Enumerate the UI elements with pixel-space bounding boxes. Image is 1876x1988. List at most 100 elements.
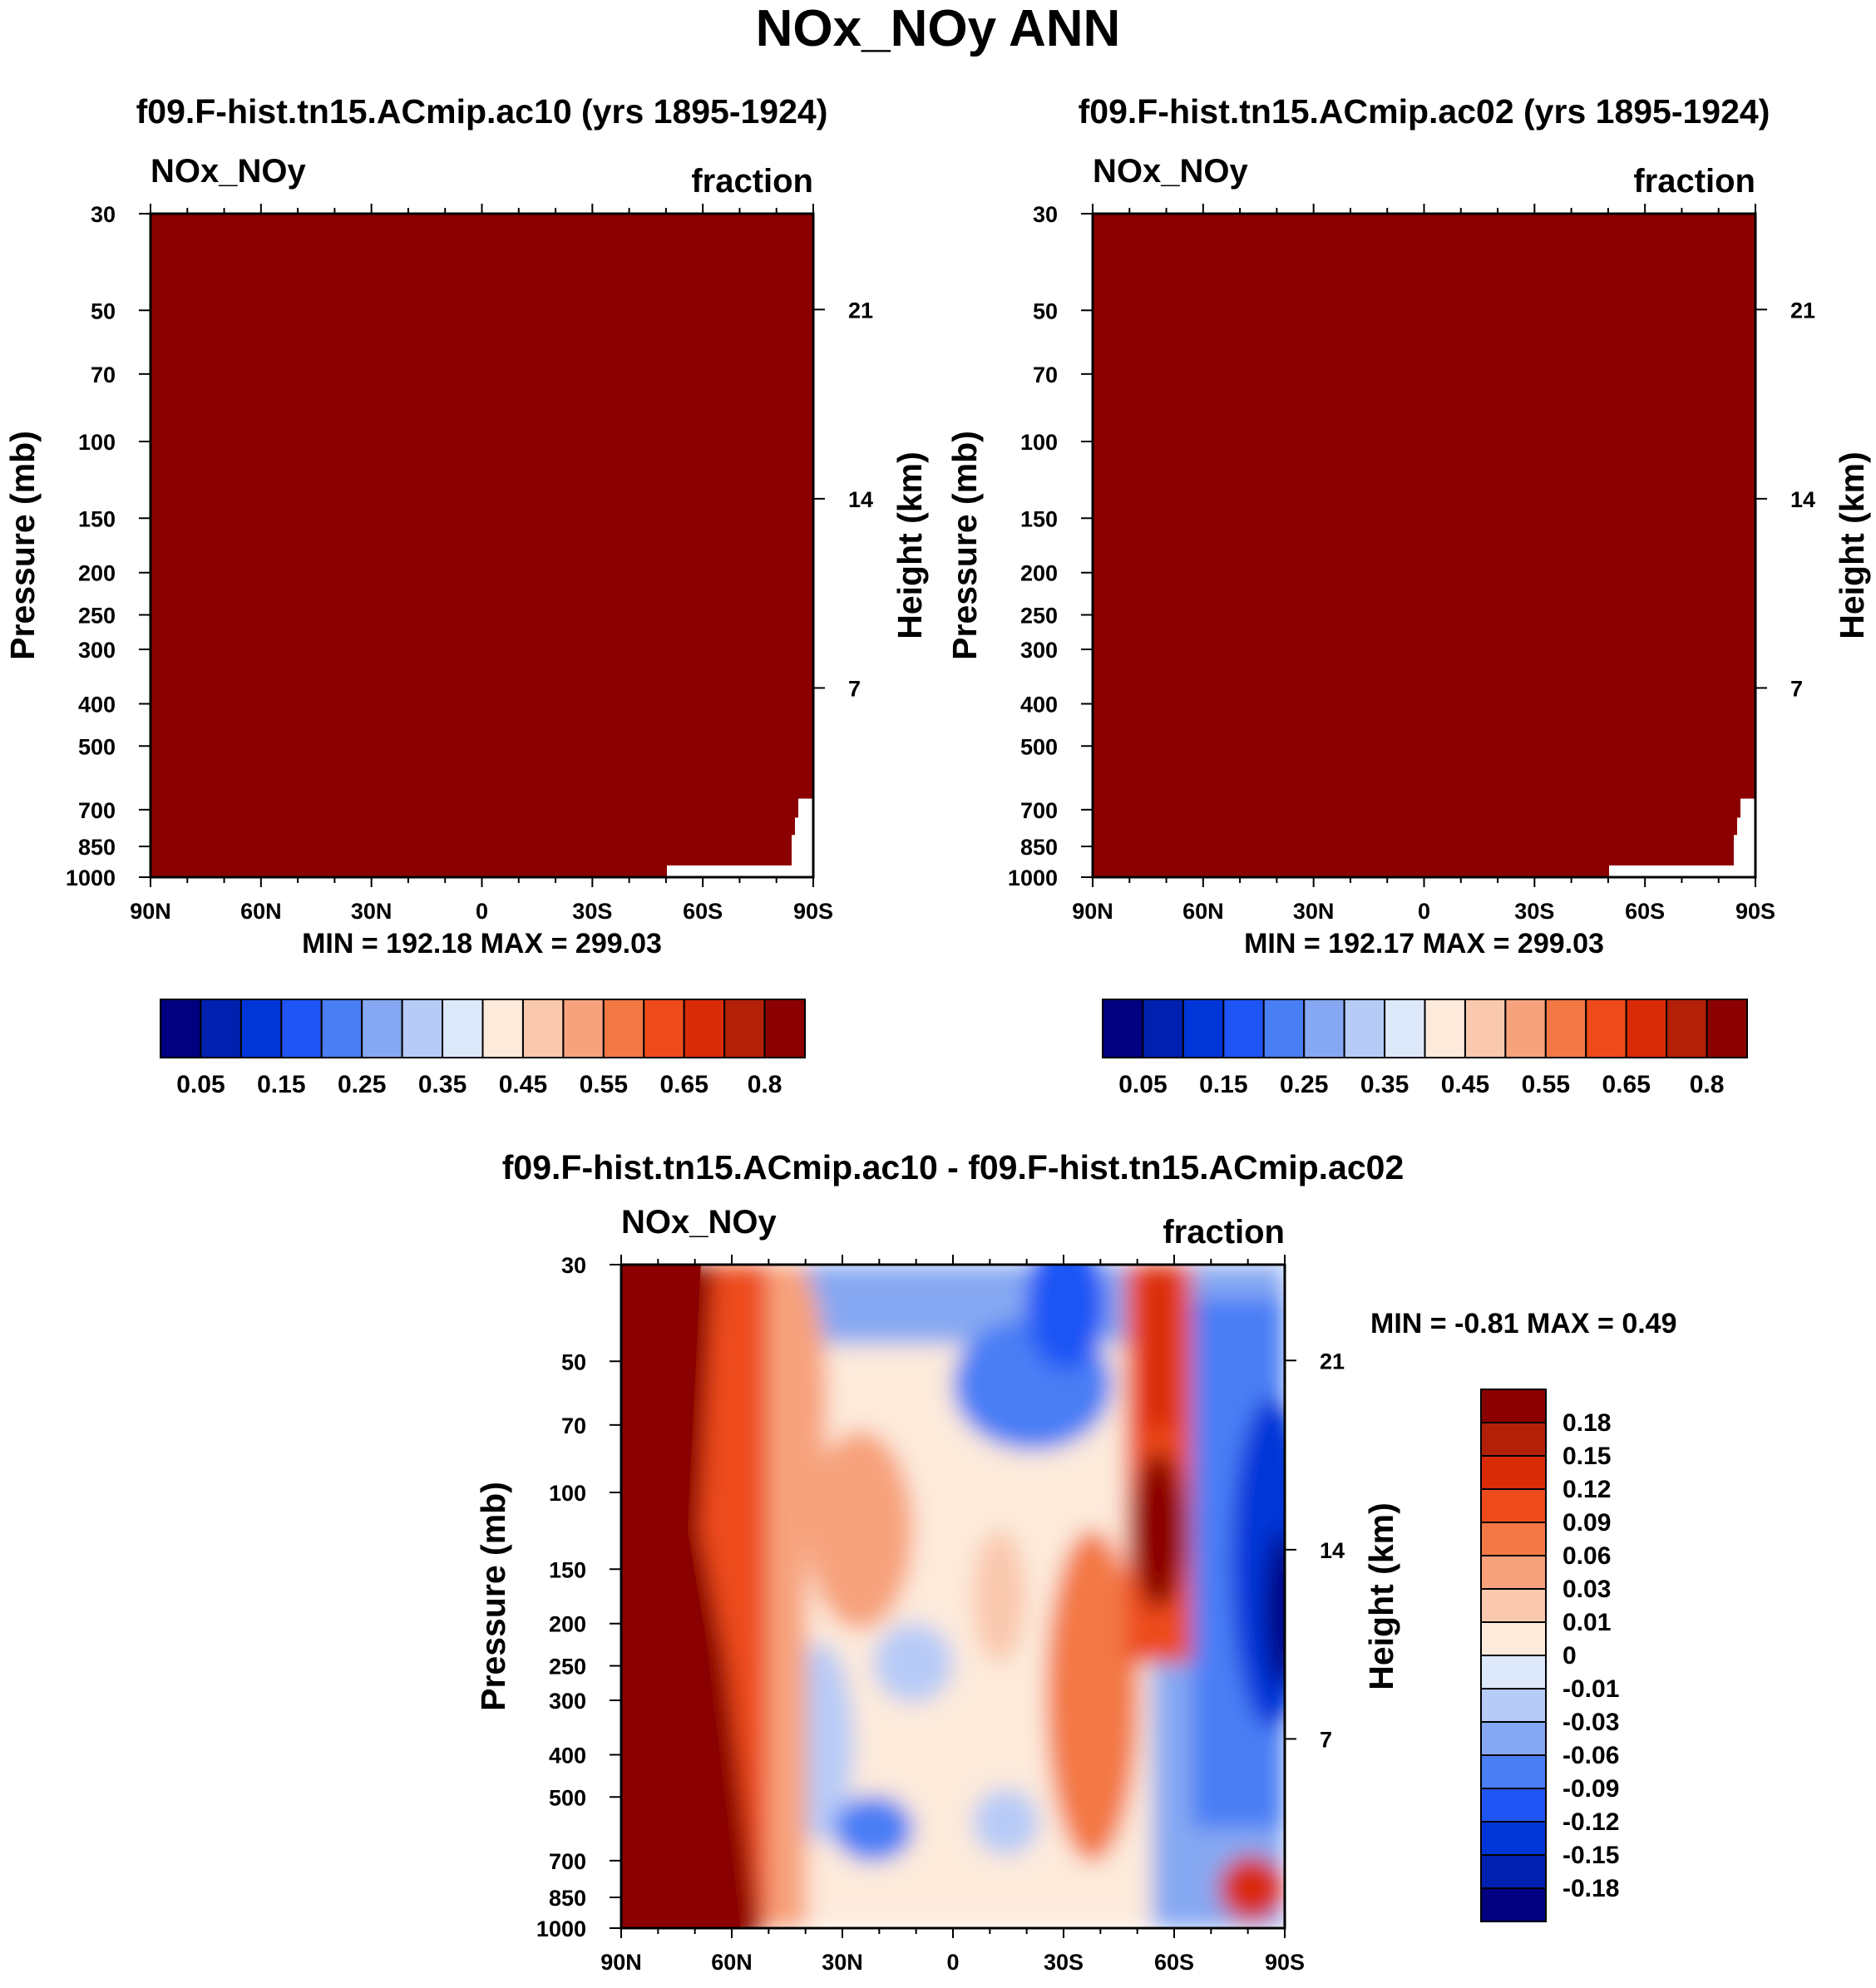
p2-xtick-label: 30N [1293,899,1335,924]
p1-colorbar-box [602,999,645,1058]
p2-colorbar-label: 0.45 [1441,1071,1489,1098]
p3-blob [807,1430,914,1630]
p3-colorbar: 0.18 0.15 0.12 0.09 0.06 0.03 0.01 0 -0.01 -0.03 -… [1480,1389,1619,1922]
p3-ytick-label: 500 [549,1785,586,1810]
p3-colorbar-box [1480,1522,1547,1556]
p3-colorbar-label: -0.03 [1563,1709,1619,1736]
p1-colorbar-label: 0.55 [580,1071,628,1098]
p2-field [1093,214,1755,877]
p1-ytick-label: 850 [78,835,116,860]
p2-stats: MIN = 192.17 MAX = 299.03 [1244,928,1604,959]
p2-colorbar-box [1384,999,1426,1058]
p1-stats: MIN = 192.18 MAX = 299.03 [302,928,662,959]
p2-ytick-label: 500 [1020,734,1058,759]
p1-xtick-label: 90S [793,899,833,924]
p2-colorbar-label: 0.55 [1522,1071,1570,1098]
p2-colorbar-label: 0.15 [1199,1071,1247,1098]
p3-core [621,1265,741,1928]
p2-y2label: Height (km) [1833,451,1871,639]
p1-colorbar-label: 0.65 [659,1071,708,1098]
p2-colorbar-box [1222,999,1265,1058]
p2-colorbar-box [1142,999,1184,1058]
p3-colorbar-label: -0.09 [1563,1775,1619,1803]
p1-colorbar-box [280,999,323,1058]
p2-ytick-label: 30 [1033,202,1058,227]
p1-colorbar-label: 0.8 [748,1071,782,1098]
p1-ytick-label: 100 [78,430,116,455]
panels: f09.F-hist.tn15.ACmip.ac10 (yrs 1895-192… [3,92,1871,1975]
p1-ytick-label: 500 [78,734,116,759]
p1-colorbar-label: 0.05 [176,1071,225,1098]
p3-ytick-label: 850 [549,1886,586,1911]
p3-ytick-label: 100 [549,1481,586,1506]
p1-ytick-label: 400 [78,692,116,717]
p2-xtick-label: 60S [1625,899,1665,924]
p3-colorbar-label: 0.15 [1563,1443,1611,1470]
p2-xtick-label: 30S [1514,899,1554,924]
p1-ylabel: Pressure (mb) [3,431,42,660]
p3-colorbar-box [1480,1488,1547,1523]
p2-colorbar-box [1666,999,1708,1058]
p3-blob [1045,1530,1139,1862]
p1-colorbar-box [320,999,363,1058]
p1-xtick-label: 60S [683,899,723,924]
p3-xtick-label: 90S [1265,1950,1305,1975]
p3-colorbar-label: 0.01 [1563,1609,1611,1636]
p1-colorbar-box [361,999,403,1058]
p3-colorbar-label: -0.15 [1563,1842,1619,1869]
p2-ytick-label: 300 [1020,638,1058,663]
p2-xtick-label: 0 [1418,899,1430,924]
p1-colorbar-box [763,999,806,1058]
p1-y2label: Height (km) [891,451,929,639]
p3-ytick-label: 30 [561,1253,586,1278]
p3-blob [1142,1265,1176,1431]
p1-xtick-label: 0 [476,899,488,924]
p3-colorbar-box [1480,1821,1547,1856]
p3-colorbar-box [1480,1621,1547,1656]
p3-ytick-label: 200 [549,1612,586,1637]
p1-xtick-label: 60N [240,899,282,924]
p1-colorbar-box [200,999,242,1058]
p2-colorbar-box [1625,999,1668,1058]
p3-blob [1132,1450,1186,1610]
p3-colorbar-box [1480,1721,1547,1756]
p1-ytick-label: 700 [78,798,116,823]
p1-colorbar-box [401,999,444,1058]
p3-colorbar-label: 0.09 [1563,1509,1611,1537]
p2-colorbar-box [1706,999,1748,1058]
p1-colorbar: 0.05 0.15 0.25 0.35 0.45 0.55 0.65 0.8 [160,999,806,1098]
p3-xtick-label: 60S [1154,1950,1194,1975]
p3-colorbar-box [1480,1854,1547,1889]
p1-ytick-label: 30 [91,202,116,227]
panel-2: f09.F-hist.tn15.ACmip.ac02 (yrs 1895-192… [945,92,1871,1098]
p1-y2tick-label: 21 [848,298,873,323]
p2-ylabel: Pressure (mb) [945,431,984,660]
p2-xtick-label: 60N [1182,899,1224,924]
p2-colorbar-label: 0.05 [1118,1071,1167,1098]
p1-xtick-label: 90N [130,899,171,924]
p1-y2tick-label: 7 [848,676,861,701]
p2-ytick-label: 850 [1020,835,1058,860]
p2-colorbar-label: 0.8 [1690,1071,1725,1098]
p3-colorbar-box [1480,1389,1547,1423]
p3-xtick-label: 0 [946,1950,959,1975]
p3-colorbar-box [1480,1688,1547,1723]
p3-blob [972,1788,1039,1856]
p1-title: f09.F-hist.tn15.ACmip.ac10 (yrs 1895-192… [136,92,828,131]
p1-y2tick-label: 14 [848,487,873,512]
p2-ytick-label: 1000 [1008,866,1058,890]
p2-ytick-label: 250 [1020,604,1058,629]
p3-colorbar-box [1480,1655,1547,1690]
p1-colorbar-label: 0.35 [418,1071,467,1098]
p2-ytick-label: 70 [1033,363,1058,387]
p3-xtick-label: 90N [600,1950,642,1975]
p2-colorbar-label: 0.65 [1602,1071,1650,1098]
p3-colorbar-box [1480,1788,1547,1823]
p1-ytick-label: 200 [78,561,116,586]
p2-ytick-label: 200 [1020,561,1058,586]
p2-ytick-label: 400 [1020,692,1058,717]
p3-colorbar-label: -0.18 [1563,1875,1619,1902]
p2-xtick-label: 90S [1735,899,1775,924]
p2-ytick-label: 50 [1033,298,1058,323]
p3-colorbar-label: 0.12 [1563,1476,1611,1503]
